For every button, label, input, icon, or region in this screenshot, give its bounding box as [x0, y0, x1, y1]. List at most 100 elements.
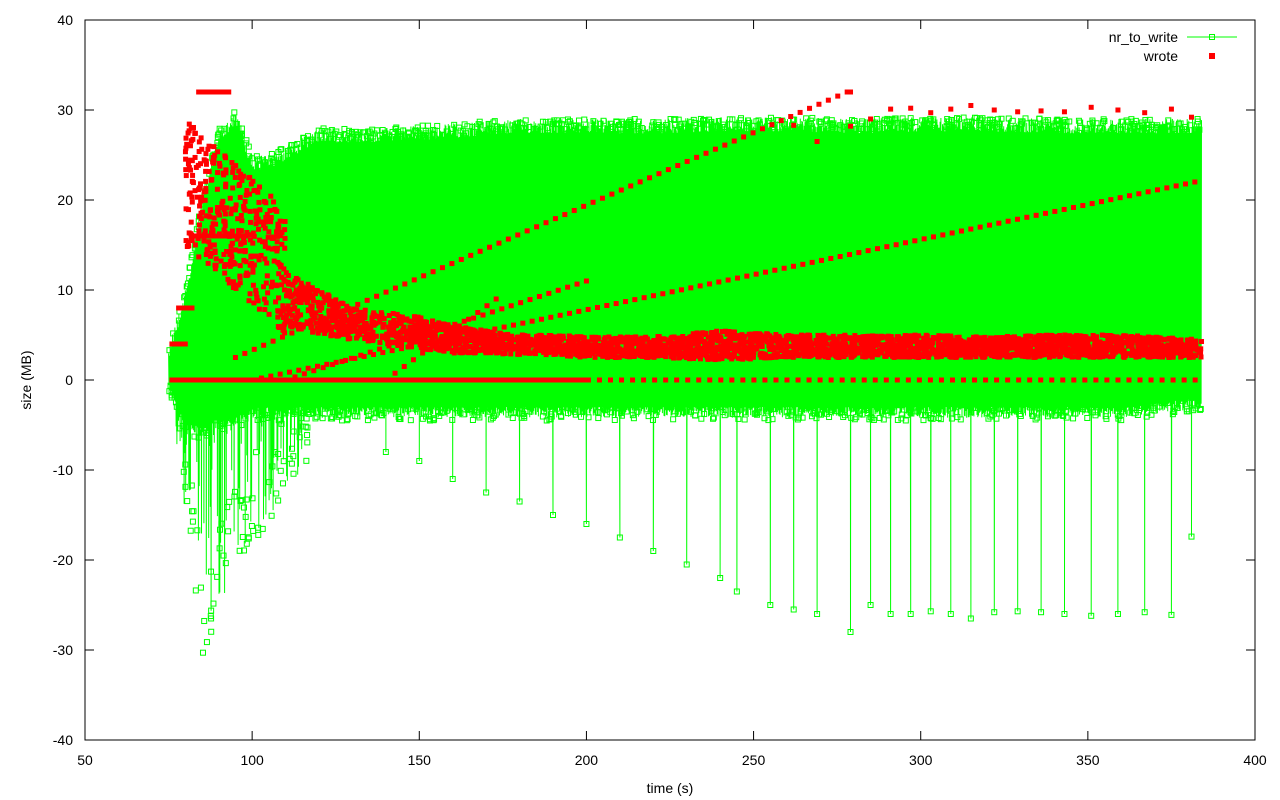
nr-to-write-point	[629, 412, 636, 419]
wrote-band-point	[285, 281, 291, 287]
wrote-band-point	[1094, 347, 1100, 353]
nr-to-write-point	[214, 573, 221, 580]
nr-to-write-spike-point	[814, 611, 821, 617]
wrote-diagonal-point	[590, 199, 596, 205]
nr-to-write-point	[543, 417, 550, 424]
wrote-band-point	[534, 346, 540, 352]
nr-to-write-point	[1187, 122, 1194, 129]
wrote-band-point	[973, 334, 979, 340]
wrote-band-point	[735, 348, 741, 354]
wrote-band-point	[999, 337, 1005, 343]
wrote-early-point	[261, 222, 267, 228]
wrote-band-point	[1126, 341, 1132, 347]
nr-to-write-point	[240, 547, 247, 554]
wrote-band-point	[886, 341, 892, 347]
wrote-band-point	[1058, 353, 1064, 359]
nr-to-write-point	[681, 120, 688, 127]
nr-to-write-point	[978, 122, 985, 129]
wrote-zero-point	[1148, 377, 1154, 383]
wrote-band-point	[801, 337, 807, 343]
wrote-band-point	[1138, 349, 1144, 355]
nr-to-write-point	[452, 405, 459, 412]
wrote-band-point	[464, 342, 470, 348]
wrote-band-point	[411, 338, 417, 344]
nr-to-write-point	[203, 429, 210, 436]
wrote-diagonal-point	[712, 146, 718, 152]
wrote-diagonal-point	[759, 126, 765, 132]
wrote-band-point	[709, 340, 715, 346]
wrote-early-point	[276, 324, 282, 330]
wrote-band-point	[320, 327, 326, 333]
wrote-band-point	[757, 352, 763, 358]
wrote-band-point	[441, 340, 447, 346]
nr-to-write-spike-point	[790, 606, 797, 613]
wrote-band-point	[836, 354, 842, 360]
wrote-band-point	[567, 349, 573, 355]
nr-to-write-point	[201, 618, 208, 625]
wrote-band-point	[312, 315, 318, 321]
wrote-band-point	[505, 342, 511, 348]
nr-to-write-point	[407, 417, 414, 424]
wrote-band-point	[680, 336, 686, 342]
wrote-band-point	[860, 335, 866, 341]
wrote-diagonal-point	[599, 195, 605, 201]
wrote-diagonal-point	[562, 212, 568, 218]
nr-to-write-point	[553, 405, 560, 412]
nr-to-write-point	[1084, 414, 1091, 421]
wrote-diagonal-point	[370, 352, 376, 358]
wrote-early-point	[251, 262, 257, 268]
wrote-early-point	[229, 160, 235, 166]
nr-to-write-spike-point	[1014, 608, 1021, 615]
wrote-early-point	[269, 246, 275, 252]
wrote-early-point	[265, 290, 271, 296]
nr-to-write-point	[675, 116, 682, 123]
nr-to-write-point	[1027, 404, 1034, 411]
wrote-diagonal-point	[454, 334, 460, 340]
wrote-band-point	[688, 334, 694, 340]
nr-to-write-point	[320, 125, 327, 132]
nr-to-write-point	[1070, 415, 1077, 422]
wrote-early-point	[274, 283, 280, 289]
wrote-band-point	[592, 354, 598, 360]
wrote-band-point	[820, 337, 826, 343]
nr-to-write-point	[807, 117, 814, 124]
nr-to-write-point	[927, 115, 934, 122]
wrote-band-point	[807, 339, 813, 345]
wrote-diagonal-point	[534, 224, 540, 230]
wrote-early-point	[192, 154, 198, 160]
wrote-early-point	[217, 163, 223, 169]
wrote-band-point	[1006, 352, 1012, 358]
wrote-zero-point	[806, 377, 812, 383]
nr-to-write-point	[337, 407, 344, 414]
wrote-band-point	[889, 345, 895, 351]
wrote-band-point	[477, 346, 483, 352]
wrote-early-point	[262, 219, 268, 225]
wrote-band-point	[663, 343, 669, 349]
wrote-band-point	[1161, 345, 1167, 351]
nr-to-write-point	[259, 157, 266, 164]
wrote-diagonal-point	[835, 93, 841, 99]
nr-to-write-point	[278, 146, 285, 153]
wrote-band-point	[690, 331, 696, 337]
wrote-band-point	[595, 335, 601, 341]
wrote-early-point	[256, 199, 262, 205]
wrote-diagonal-point	[520, 320, 526, 326]
nr-to-write-point	[431, 416, 438, 423]
wrote-band-point	[1078, 348, 1084, 354]
wrote-band-point	[508, 351, 514, 357]
wrote-band-point	[867, 338, 873, 344]
wrote-early-point	[250, 269, 256, 275]
nr-to-write-point	[655, 119, 662, 126]
wrote-early-point	[227, 279, 233, 285]
wrote-band-point	[1101, 340, 1107, 346]
wrote-early-point	[212, 262, 218, 268]
wrote-band-point	[1172, 343, 1178, 349]
wrote-early-point	[259, 239, 265, 245]
wrote-band-point	[305, 296, 311, 302]
wrote-band-point	[785, 336, 791, 342]
wrote-early-point	[223, 167, 229, 173]
wrote-band-point	[414, 337, 420, 343]
nr-to-write-point	[1178, 397, 1185, 404]
wrote-early-point	[229, 228, 235, 234]
wrote-diagonal-point	[430, 269, 436, 275]
